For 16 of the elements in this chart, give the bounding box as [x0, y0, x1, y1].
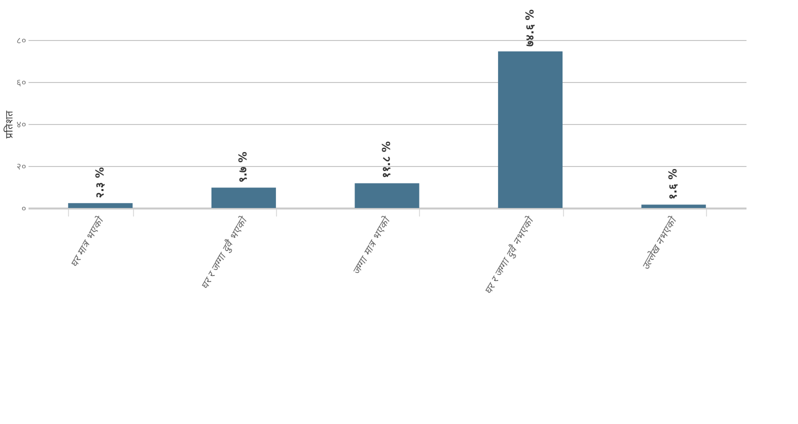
bar: [211, 188, 276, 208]
data-label: ११.८ %: [380, 141, 393, 178]
bar: [354, 183, 420, 208]
bar: [641, 204, 706, 208]
y-tick-label: ०: [22, 204, 26, 214]
y-tick-label: २०: [16, 162, 26, 172]
y-axis-title: प्रतिशत: [4, 110, 16, 138]
data-label: ७४.६ %: [523, 9, 536, 46]
bar: [498, 51, 563, 208]
data-label: १.६ %: [666, 168, 680, 200]
data-label: ९.७ %: [236, 152, 250, 183]
y-tick-label: ८०: [16, 36, 26, 46]
bar: [68, 203, 133, 208]
y-tick-label: ६०: [16, 78, 26, 88]
y-tick-label: ४०: [16, 120, 26, 130]
data-label: २.३ %: [93, 167, 106, 198]
